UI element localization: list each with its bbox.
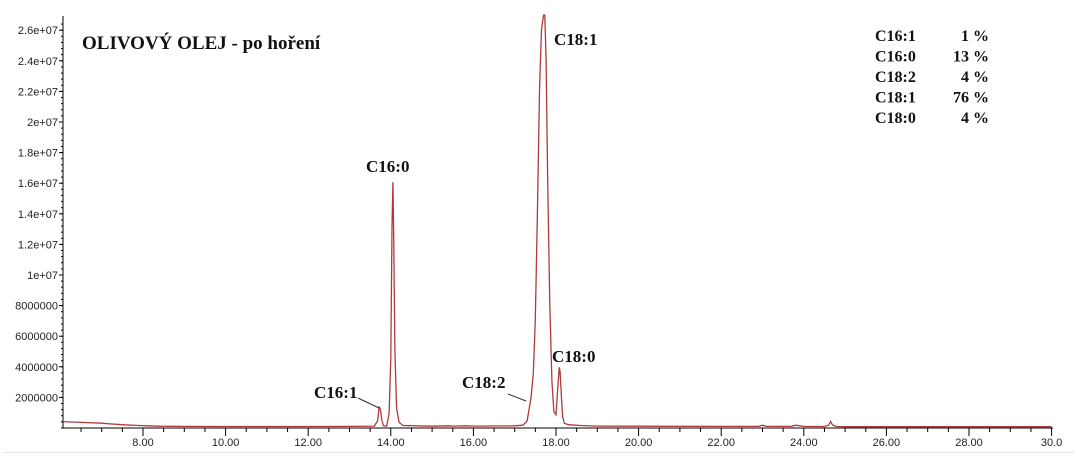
x-tick-label: 18.00 (542, 437, 570, 449)
composition-legend: C16:1 1 % C16:0 13 % C18:2 4 % C18:1 76 % C18:0 4… (875, 28, 989, 127)
x-tick-label: 16.00 (460, 437, 488, 449)
y-tick-label: 1.8e+07 (18, 148, 58, 160)
legend-percent: 4 % (961, 110, 989, 127)
peak-label: C18:2 (462, 373, 505, 392)
legend-compound: C18:1 (875, 90, 916, 107)
legend-percent: 4 % (961, 69, 989, 86)
y-tick-label: 8000000 (15, 301, 58, 313)
y-axis: 2000000 4000000 6000000 8000000 1e+07 1.2e+07… (15, 16, 64, 429)
legend-compound: C18:0 (875, 110, 916, 127)
y-tick-label: 1.4e+07 (18, 209, 58, 221)
x-tick-label: 20.00 (625, 437, 653, 449)
legend-compound: C18:2 (875, 69, 916, 86)
peak-label: C18:0 (552, 347, 595, 366)
x-tick-label: 24.00 (790, 437, 818, 449)
y-tick-label: 2000000 (15, 392, 58, 404)
peak-annotations: C16:1 C16:0 C18:2 C18:1 C18:0 (314, 30, 597, 409)
chart-title: OLIVOVÝ OLEJ - po hoření (82, 32, 321, 54)
y-tick-label: 6000000 (15, 331, 58, 343)
plot-area (63, 14, 1052, 428)
x-tick-label: 30.0 (1041, 437, 1062, 449)
leader-line (507, 393, 527, 402)
y-tick-label: 2e+07 (27, 117, 58, 129)
x-tick-label: 10.00 (212, 437, 240, 449)
legend-percent: 13 % (953, 49, 989, 66)
bottom-divider (4, 452, 1074, 453)
chromatogram-trace (63, 14, 1052, 428)
y-tick-label: 2.4e+07 (18, 56, 58, 68)
y-tick-label: 2.6e+07 (18, 25, 58, 37)
peak-label: C18:1 (554, 30, 597, 49)
y-tick-label: 1.6e+07 (18, 178, 58, 190)
leader-line (357, 397, 380, 409)
legend-compound: C16:1 (875, 28, 916, 45)
legend-compound: C16:0 (875, 49, 916, 66)
x-tick-label: 26.00 (873, 437, 901, 449)
x-tick-label: 12.00 (294, 437, 322, 449)
x-tick-label: 14.00 (377, 437, 405, 449)
y-tick-label: 2.2e+07 (18, 86, 58, 98)
x-axis: 8.00 10.00 12.00 14.00 16.00 18.00 20.00 22.00 2… (63, 427, 1062, 449)
peak-label: C16:0 (366, 157, 409, 176)
y-tick-label: 1e+07 (27, 270, 58, 282)
legend-percent: 76 % (953, 90, 989, 107)
peak-label: C16:1 (314, 383, 357, 402)
legend-percent: 1 % (961, 28, 989, 45)
x-tick-label: 22.00 (707, 437, 735, 449)
y-tick-label: 1.2e+07 (18, 239, 58, 251)
x-tick-label: 8.00 (132, 437, 153, 449)
y-tick-label: 4000000 (15, 362, 58, 374)
x-tick-label: 28.00 (955, 437, 983, 449)
